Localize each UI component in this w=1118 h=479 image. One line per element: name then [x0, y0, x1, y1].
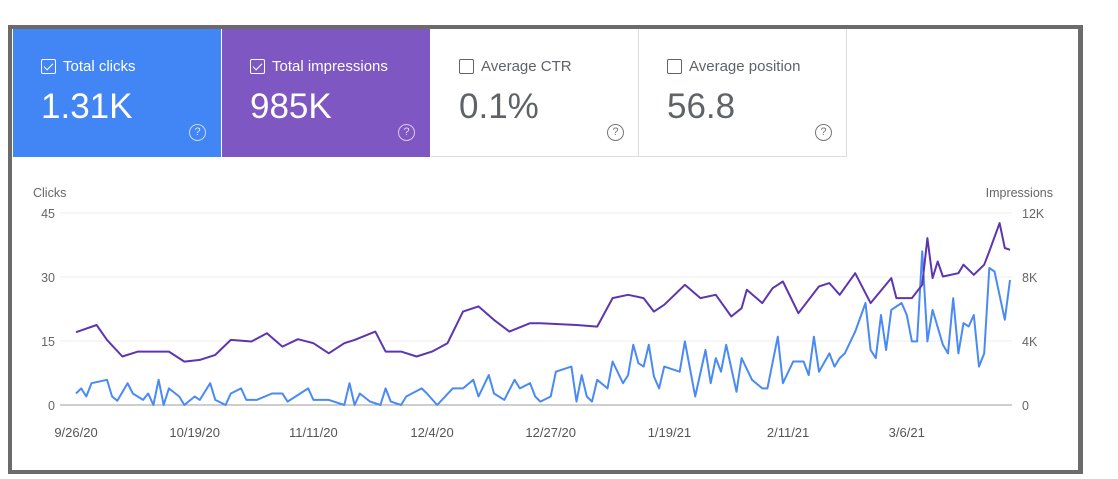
x-axis-tick: 3/6/21 — [889, 425, 925, 440]
checkbox-unchecked-icon[interactable] — [459, 59, 474, 74]
total-impressions-card[interactable]: Total impressions 985K ? — [222, 29, 430, 157]
right-axis-tick: 8K — [1022, 271, 1038, 285]
card-label: Total clicks — [63, 58, 136, 75]
checkbox-unchecked-icon[interactable] — [667, 59, 682, 74]
left-axis-label: Clicks — [33, 186, 66, 200]
card-label: Total impressions — [272, 58, 388, 75]
left-axis-tick: 15 — [41, 335, 55, 349]
x-axis-tick: 2/11/21 — [767, 425, 809, 440]
card-label: Average CTR — [481, 58, 572, 75]
card-value: 0.1% — [459, 87, 539, 126]
card-value: 985K — [250, 87, 332, 126]
x-axis-tick: 10/19/20 — [169, 425, 220, 440]
help-icon[interactable]: ? — [398, 124, 415, 141]
clicks-line — [75, 250, 1011, 406]
card-label: Average position — [689, 58, 801, 75]
left-axis-tick: 0 — [48, 399, 55, 413]
checkbox-checked-icon[interactable] — [250, 59, 265, 74]
impressions-line — [75, 222, 1011, 363]
x-axis-tick: 9/26/20 — [54, 425, 97, 440]
help-icon[interactable]: ? — [189, 124, 206, 141]
x-axis-tick: 11/11/20 — [289, 425, 338, 440]
average-ctr-card[interactable]: Average CTR 0.1% ? — [431, 29, 639, 157]
right-axis-tick: 12K — [1022, 207, 1045, 221]
checkbox-checked-icon[interactable] — [41, 59, 56, 74]
right-axis-tick: 4K — [1022, 335, 1038, 349]
help-icon[interactable]: ? — [607, 124, 624, 141]
total-clicks-card[interactable]: Total clicks 1.31K ? — [13, 29, 221, 157]
left-axis-tick: 30 — [41, 271, 55, 285]
card-value: 56.8 — [667, 87, 736, 126]
x-axis-tick: 12/27/20 — [525, 425, 576, 440]
x-axis-tick: 12/4/20 — [410, 425, 453, 440]
x-axis-tick: 1/19/21 — [648, 425, 691, 440]
average-position-card[interactable]: Average position 56.8 ? — [639, 29, 847, 157]
left-axis-tick: 45 — [41, 207, 55, 221]
right-axis-tick: 0 — [1022, 399, 1029, 413]
help-icon[interactable]: ? — [815, 124, 832, 141]
card-value: 1.31K — [41, 87, 133, 126]
right-axis-label: Impressions — [986, 186, 1053, 200]
